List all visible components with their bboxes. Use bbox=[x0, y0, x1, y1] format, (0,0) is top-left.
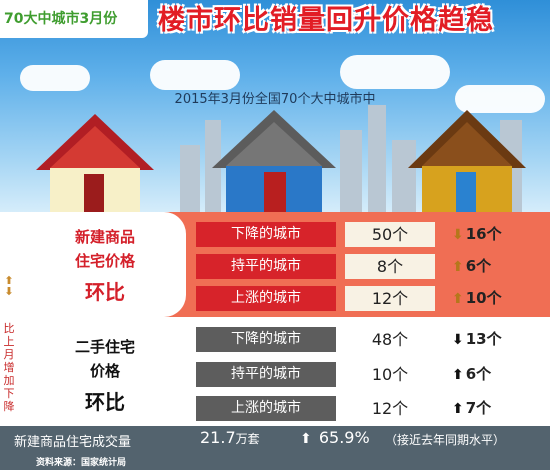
blue-house-icon bbox=[208, 108, 340, 214]
side-caption: 比上月增加下降 bbox=[3, 322, 15, 413]
new-homes-row-count: 50个 bbox=[345, 222, 435, 247]
new-homes-row-count: 12个 bbox=[345, 286, 435, 311]
second-hand-row-change: ⬆ 7个 bbox=[452, 396, 542, 421]
second-hand-row-count: 12个 bbox=[345, 396, 435, 421]
change-value: 13个 bbox=[465, 330, 502, 348]
cloud bbox=[150, 60, 240, 90]
new-homes-row-label: 上涨的城市 bbox=[196, 286, 336, 311]
second-hand-row-count: 48个 bbox=[345, 327, 435, 352]
skyline-building bbox=[368, 105, 386, 215]
new-homes-label-line2: 住宅价格 bbox=[74, 252, 135, 270]
footer-value-number: 21.7 bbox=[200, 428, 236, 447]
arrow-up-icon: ⬆ bbox=[452, 367, 464, 383]
second-hand-row-label: 下降的城市 bbox=[196, 327, 336, 352]
arrow-down-icon: ⬇ bbox=[452, 227, 464, 243]
cloud bbox=[340, 55, 450, 89]
arrow-up-icon: ⬆ bbox=[300, 431, 312, 447]
change-value: 7个 bbox=[465, 399, 492, 417]
arrow-up-icon: ⬆ bbox=[452, 291, 464, 307]
cloud bbox=[455, 85, 545, 113]
second-hand-row-change: ⬇ 13个 bbox=[452, 327, 542, 352]
second-hand-row-label: 上涨的城市 bbox=[196, 396, 336, 421]
second-hand-label-box bbox=[18, 317, 186, 426]
skyline-building bbox=[180, 145, 200, 215]
page-title: 楼市环比销量回升价格趋稳 bbox=[158, 5, 494, 36]
footer-label: 新建商品住宅成交量 bbox=[14, 435, 132, 450]
arrow-up-icon: ⬆ bbox=[452, 259, 464, 275]
up-down-arrow-icon: ⬆ ⬇ bbox=[4, 274, 14, 298]
footer-change-value: 65.9% bbox=[318, 428, 370, 447]
page-subtitle: 2015年3月份全国70个大中城市中 bbox=[174, 92, 376, 107]
second-hand-row-count: 10个 bbox=[345, 362, 435, 387]
change-value: 6个 bbox=[465, 365, 492, 383]
new-homes-row-label: 下降的城市 bbox=[196, 222, 336, 247]
arrow-down-icon: ⬇ bbox=[452, 332, 464, 348]
new-homes-label-line3: 环比 bbox=[85, 280, 125, 304]
new-homes-row-change: ⬆ 10个 bbox=[452, 286, 542, 311]
new-homes-row-change: ⬇ 16个 bbox=[452, 222, 542, 247]
footer-value-unit: 万套 bbox=[235, 432, 260, 446]
new-homes-label-line1: 新建商品 bbox=[74, 228, 135, 246]
second-hand-label-line2: 价格 bbox=[89, 362, 120, 380]
change-value: 6个 bbox=[465, 257, 492, 275]
cloud bbox=[20, 65, 90, 91]
second-hand-label-line1: 二手住宅 bbox=[74, 338, 135, 356]
footer-value: 21.7万套 bbox=[200, 428, 260, 447]
footer-bar: 新建商品住宅成交量 21.7万套 ⬆ 65.9% （接近去年同期水平） 资料来源… bbox=[0, 426, 550, 470]
skyline-building bbox=[392, 140, 416, 215]
new-homes-row-count: 8个 bbox=[345, 254, 435, 279]
new-homes-row-label: 持平的城市 bbox=[196, 254, 336, 279]
arrow-up-icon: ⬆ bbox=[452, 401, 464, 417]
second-hand-row-change: ⬆ 6个 bbox=[452, 362, 542, 387]
page-tag: 70大中城市3月份 bbox=[0, 0, 148, 38]
footer-note: （接近去年同期水平） bbox=[385, 433, 506, 447]
second-hand-label-line3: 环比 bbox=[85, 390, 125, 414]
footer-change: ⬆ 65.9% bbox=[300, 428, 370, 447]
skyline-building bbox=[340, 130, 362, 215]
new-homes-row-change: ⬆ 6个 bbox=[452, 254, 542, 279]
red-roof-house-icon bbox=[32, 112, 158, 214]
orange-house-icon bbox=[404, 108, 530, 214]
change-value: 16个 bbox=[465, 225, 502, 243]
new-homes-label-box bbox=[18, 212, 186, 317]
change-value: 10个 bbox=[465, 289, 502, 307]
second-hand-row-label: 持平的城市 bbox=[196, 362, 336, 387]
data-source: 资料来源：国家统计局 bbox=[36, 458, 127, 468]
side-strip bbox=[0, 212, 18, 426]
